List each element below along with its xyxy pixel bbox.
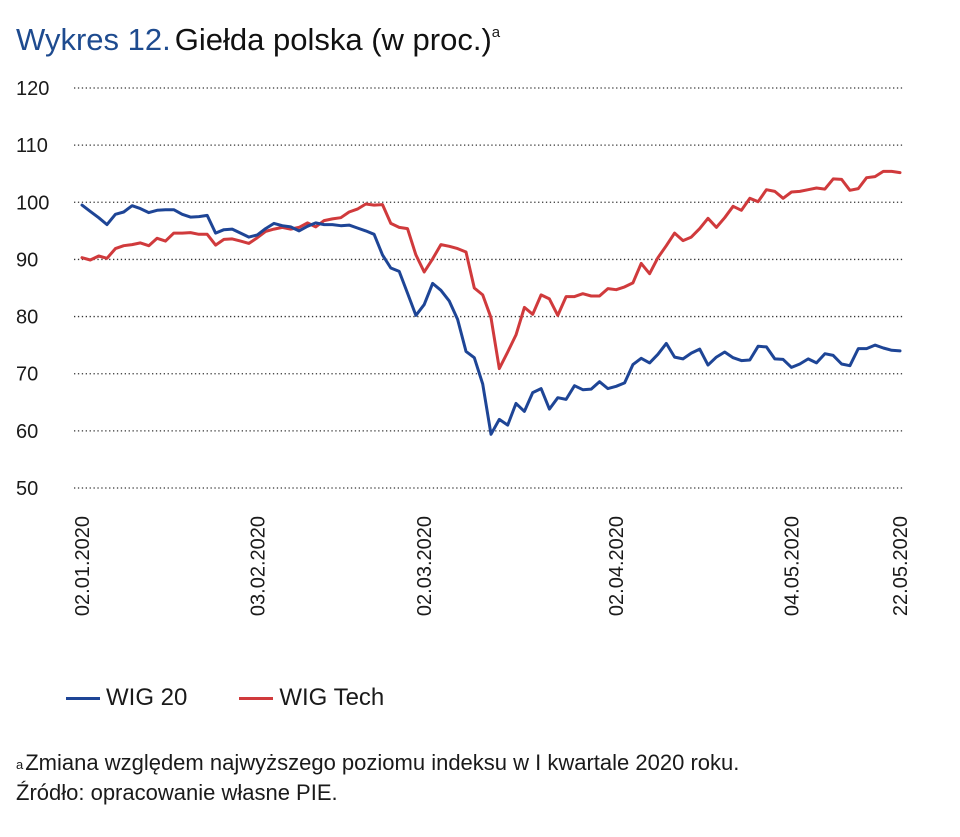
series-line-wigtech — [80, 169, 902, 371]
y-tick-label-50: 50 — [16, 478, 38, 500]
legend: WIG 20 WIG Tech — [66, 684, 384, 712]
figure-label: Wykres 12. — [16, 22, 171, 57]
x-tick-label-2: 02.03.2020 — [414, 516, 436, 616]
legend-label-wigtech: WIG Tech — [279, 684, 385, 711]
footnote-note: aZmiana względem najwyższego poziomu ind… — [16, 748, 739, 778]
y-tick-label-110: 110 — [16, 135, 48, 157]
source-line: Źródło: opracowanie własne PIE. — [16, 780, 338, 805]
footnote-marker: a — [16, 757, 24, 772]
y-axis-ticks: 120 110 100 90 80 70 60 50 — [16, 78, 49, 500]
y-tick-label-90: 90 — [16, 249, 38, 271]
x-tick-label-1: 03.02.2020 — [247, 516, 269, 616]
legend-swatch-wigtech — [239, 696, 274, 700]
y-tick-label-100: 100 — [16, 192, 49, 214]
x-tick-label-3: 02.04.2020 — [606, 516, 628, 616]
footnote-text: Zmiana względem najwyższego poziomu inde… — [25, 750, 740, 775]
x-tick-label-5: 22.05.2020 — [890, 516, 912, 616]
footnote: aZmiana względem najwyższego poziomu ind… — [16, 748, 739, 808]
x-tick-label-4: 04.05.2020 — [781, 516, 803, 616]
x-axis-ticks: 02.01.2020 03.02.2020 02.03.2020 02.04.2020… — [72, 516, 912, 616]
x-tick-label-0: 02.01.2020 — [72, 516, 94, 616]
y-tick-label-70: 70 — [16, 364, 38, 386]
chart-title: Wykres 12. Giełda polska (w proc.)a — [16, 22, 500, 58]
y-tick-label-60: 60 — [16, 421, 38, 443]
y-tick-label-120: 120 — [16, 78, 49, 100]
gridlines — [74, 87, 903, 489]
y-tick-label-80: 80 — [16, 307, 38, 329]
legend-item-wigtech: WIG Tech — [239, 684, 384, 712]
line-chart: 120 110 100 90 80 70 60 50 02.01.2020 03.02.2020… — [16, 78, 912, 616]
series-line-wig20 — [80, 203, 902, 436]
title-footnote-marker: a — [491, 24, 501, 41]
series-lines — [80, 169, 902, 436]
legend-item-wig20: WIG 20 — [66, 684, 187, 712]
legend-label-wig20: WIG 20 — [106, 684, 188, 711]
legend-swatch-wig20 — [66, 696, 100, 700]
figure-title: Giełda polska (w proc.) — [174, 22, 492, 57]
